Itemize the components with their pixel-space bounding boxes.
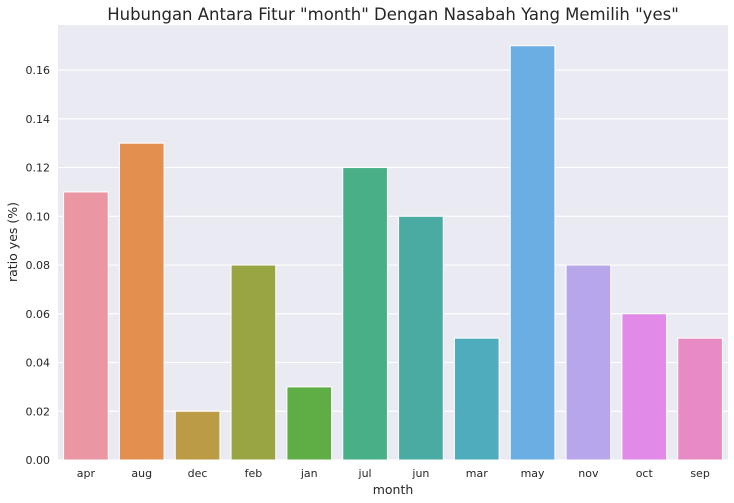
x-tick-label-jan: jan (300, 467, 318, 480)
y-tick-label: 0.12 (26, 162, 51, 175)
bar-jan (286, 386, 333, 461)
bar-sep (677, 337, 723, 461)
bar-oct (621, 313, 668, 461)
plot-area (58, 25, 728, 460)
y-tick-label: 0.06 (26, 308, 51, 321)
x-tick-label-may: may (521, 467, 545, 480)
y-tick-label: 0.00 (26, 454, 51, 467)
x-tick-labels: apr aug dec feb jan jul jun mar may nov oct sep (77, 467, 710, 480)
bar-may (509, 45, 556, 461)
y-tick-label: 0.10 (26, 210, 51, 223)
grid-lines (58, 69, 728, 461)
y-tick-label: 0.16 (26, 64, 51, 77)
bar-dec (174, 410, 221, 461)
chart-title: Hubungan Antara Fitur "month" Dengan Nas… (107, 5, 679, 24)
x-tick-label-aug: aug (131, 467, 152, 480)
x-tick-label-dec: dec (188, 467, 208, 480)
bar-aug (118, 142, 165, 461)
bars (63, 45, 723, 461)
x-tick-label-jul: jul (358, 467, 372, 480)
y-tick-label: 0.02 (26, 405, 51, 418)
x-axis-label: month (373, 482, 414, 497)
x-tick-label-nov: nov (578, 467, 599, 480)
bar-nov (565, 264, 612, 461)
x-tick-label-jun: jun (411, 467, 429, 480)
x-tick-label-apr: apr (77, 467, 96, 480)
bar-feb (230, 264, 277, 461)
y-tick-labels: 0.00 0.02 0.04 0.06 0.08 0.10 0.12 0.14 0.16 (26, 64, 51, 467)
x-tick-label-feb: feb (245, 467, 263, 480)
y-tick-label: 0.04 (26, 357, 51, 370)
y-axis-label: ratio yes (%) (5, 202, 20, 282)
bar-mar (453, 337, 500, 461)
y-tick-label: 0.14 (26, 113, 51, 126)
bar-jun (398, 215, 444, 461)
bar-apr (63, 191, 109, 461)
x-tick-label-mar: mar (466, 467, 488, 480)
y-tick-label: 0.08 (26, 259, 51, 272)
bar-jul (342, 167, 388, 461)
x-tick-label-oct: oct (636, 467, 654, 480)
x-tick-label-sep: sep (690, 467, 709, 480)
